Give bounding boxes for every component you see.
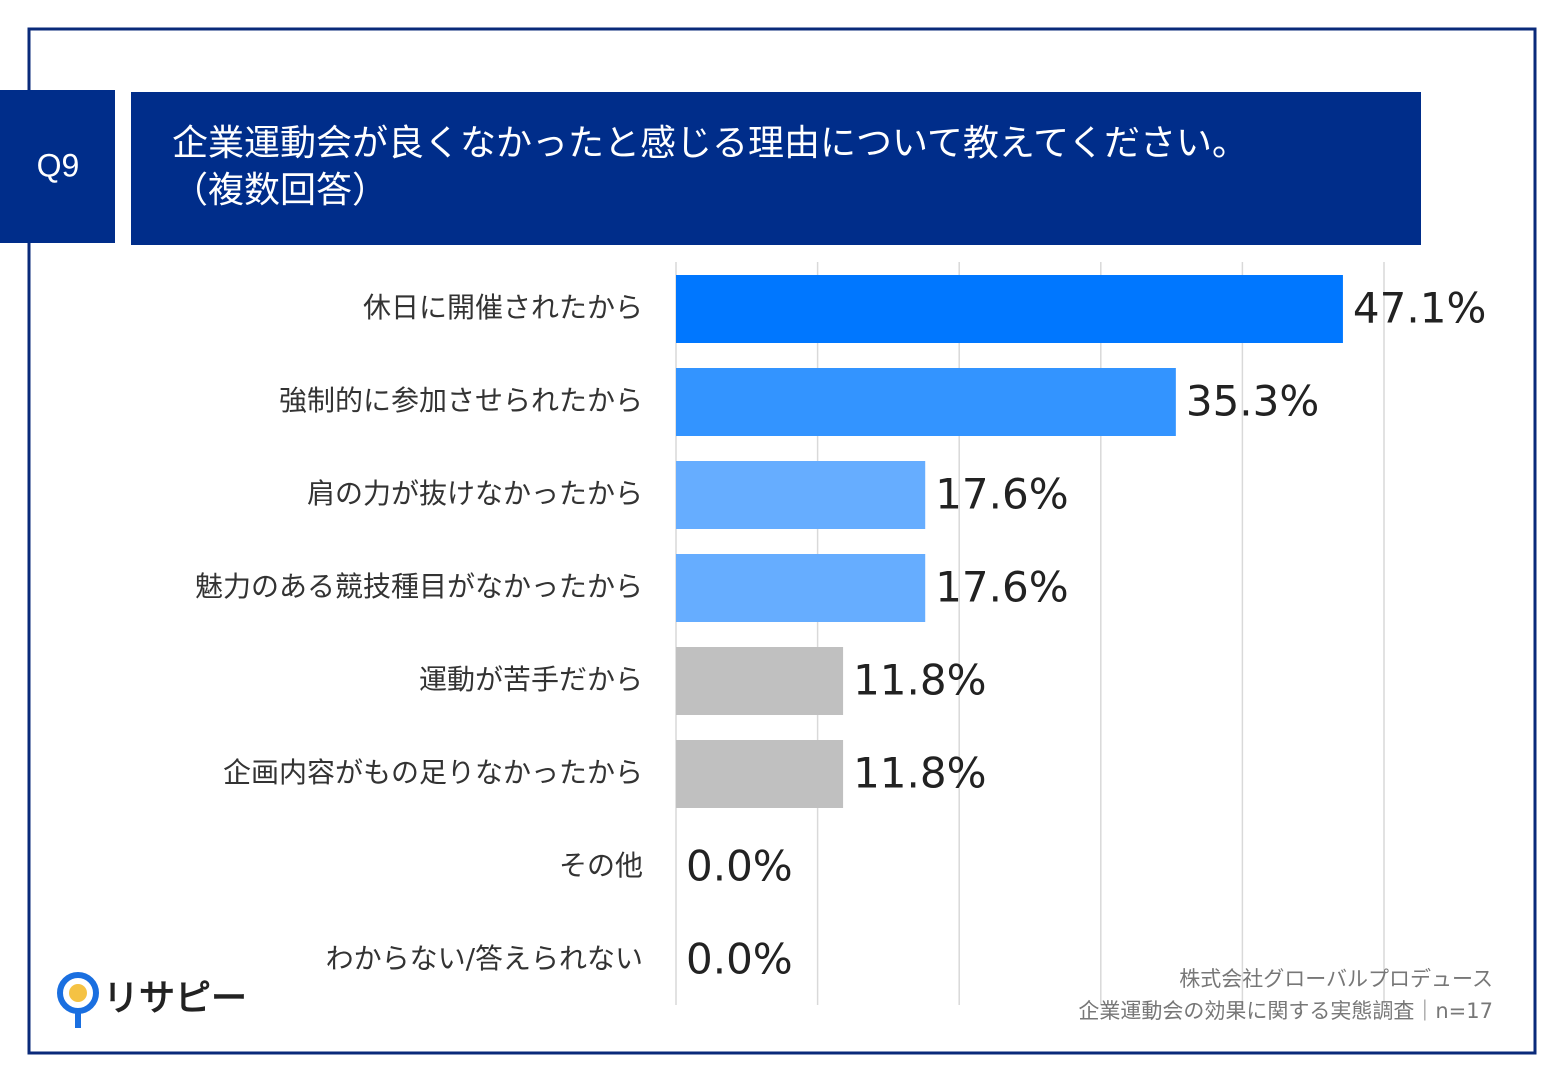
question-label: Q9 (37, 147, 80, 183)
bar (676, 740, 844, 808)
bar (676, 275, 1343, 343)
title-box (131, 92, 1421, 245)
y-tick-label: わからない/答えられない (326, 942, 643, 975)
source: 株式会社グローバルプロデュース (1179, 967, 1493, 991)
chart-title: 企業運動会が良くなかったと感じる理由について教えてください。 (172, 123, 1248, 164)
value-label: 17.6% (935, 470, 1068, 519)
note: 企業運動会の効果に関する実態調査｜n=17 (1078, 999, 1493, 1023)
value-label: 47.1% (1353, 284, 1486, 333)
bar (676, 647, 844, 715)
logo-text: リサピー (103, 978, 247, 1019)
bar (676, 554, 926, 622)
value-label: 11.8% (853, 656, 986, 705)
y-tick-label: 運動が苦手だから (419, 663, 643, 696)
y-tick-label: 企画内容がもの足りなかったから (223, 756, 643, 789)
value-label: 35.3% (1186, 377, 1319, 426)
value-label: 0.0% (686, 935, 793, 984)
chart-title-note: （複数回答） (172, 170, 388, 211)
question-box (0, 90, 115, 243)
bar (676, 368, 1176, 436)
y-tick-label: その他 (559, 849, 643, 882)
y-tick-label: 強制的に参加させられたから (279, 384, 643, 417)
value-label: 11.8% (853, 749, 986, 798)
bar (676, 461, 926, 529)
logo-icon (69, 984, 87, 1002)
value-label: 0.0% (686, 842, 793, 891)
y-tick-label: 休日に開催されたから (363, 291, 643, 324)
y-tick-label: 魅力のある競技種目がなかったから (195, 570, 643, 603)
value-label: 17.6% (935, 563, 1068, 612)
y-tick-label: 肩の力が抜けなかったから (307, 477, 643, 510)
